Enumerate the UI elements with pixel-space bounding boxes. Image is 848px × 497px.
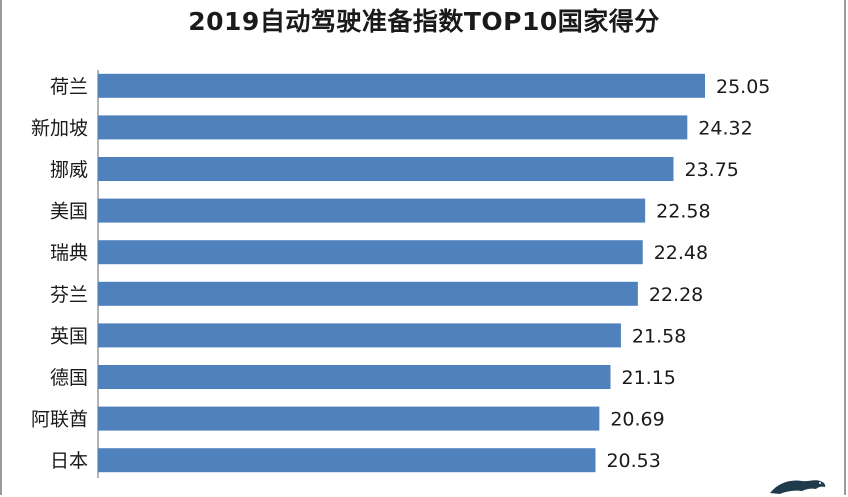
category-label: 日本 bbox=[50, 450, 88, 472]
value-label: 24.32 bbox=[698, 117, 752, 139]
bar-5 bbox=[98, 240, 643, 265]
bar-2 bbox=[98, 115, 688, 140]
bar-6 bbox=[98, 281, 638, 306]
value-label: 23.75 bbox=[684, 159, 738, 181]
value-label: 20.53 bbox=[606, 450, 660, 472]
bar-9 bbox=[98, 406, 600, 431]
value-label: 22.28 bbox=[649, 284, 703, 306]
category-label: 荷兰 bbox=[50, 76, 88, 98]
category-label: 新加坡 bbox=[31, 117, 88, 139]
panther-logo-icon bbox=[770, 480, 826, 494]
value-label: 21.58 bbox=[632, 325, 686, 347]
value-label: 22.58 bbox=[656, 201, 710, 223]
bar-8 bbox=[98, 365, 611, 389]
bar-1 bbox=[98, 73, 705, 98]
chart-title: 2019自动驾驶准备指数TOP10国家得分 bbox=[188, 7, 660, 36]
value-label: 25.05 bbox=[716, 76, 770, 98]
category-label: 瑞典 bbox=[50, 242, 88, 264]
category-label: 英国 bbox=[50, 325, 88, 347]
bar-4 bbox=[98, 198, 646, 223]
category-label: 德国 bbox=[50, 367, 88, 389]
value-label: 20.69 bbox=[610, 409, 664, 431]
category-label: 阿联酋 bbox=[31, 409, 88, 431]
bar-10 bbox=[98, 448, 596, 473]
bar-7 bbox=[98, 323, 621, 348]
value-label: 22.48 bbox=[654, 242, 708, 264]
bar-3 bbox=[98, 157, 674, 181]
category-label: 挪威 bbox=[50, 159, 88, 181]
category-label: 美国 bbox=[50, 201, 88, 223]
category-label: 芬兰 bbox=[50, 284, 88, 306]
value-label: 21.15 bbox=[621, 367, 675, 389]
